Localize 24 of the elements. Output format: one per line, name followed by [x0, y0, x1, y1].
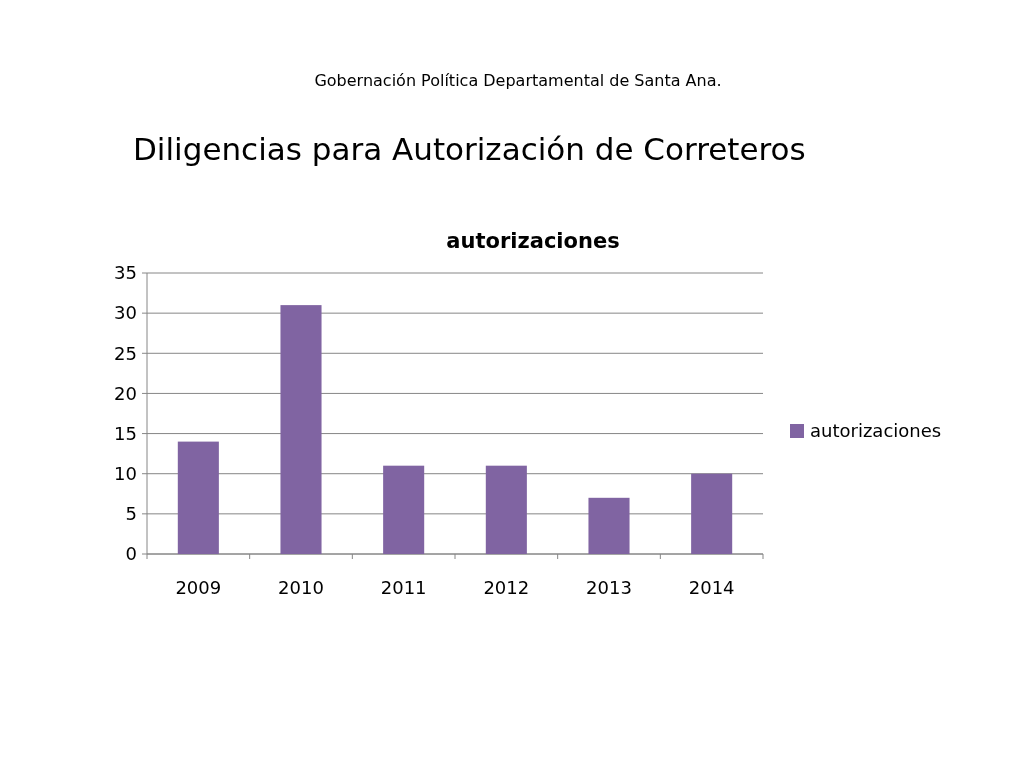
y-tick-label: 35 [114, 262, 137, 284]
bar [588, 497, 630, 554]
bar [485, 465, 527, 554]
y-tick-label: 5 [125, 503, 137, 525]
bar [691, 473, 733, 554]
x-tick-label: 2010 [278, 577, 324, 598]
x-tick-label: 2009 [175, 577, 222, 598]
y-tick-label: 15 [114, 422, 137, 444]
x-tick-label: 2013 [586, 577, 632, 598]
x-tick-label: 2011 [380, 577, 427, 598]
text: Gobernación Política Departamental de Santa Ana. [314, 71, 722, 90]
y-tick-label: 30 [114, 302, 137, 324]
x-tick-label: 2014 [688, 577, 735, 598]
bar [383, 465, 425, 554]
bar [280, 305, 322, 554]
chart-title: Diligencias para Autorización de Correteros [133, 131, 806, 167]
chart-subtitle: autorizaciones [446, 229, 620, 253]
y-tick-label: 0 [125, 543, 137, 565]
legend-label: autorizaciones [810, 420, 942, 442]
bar [177, 441, 219, 554]
x-tick-label: 2012 [483, 577, 530, 598]
y-tick-label: 20 [114, 382, 137, 404]
y-tick-label: 10 [114, 463, 137, 485]
y-tick-label: 25 [114, 342, 137, 364]
